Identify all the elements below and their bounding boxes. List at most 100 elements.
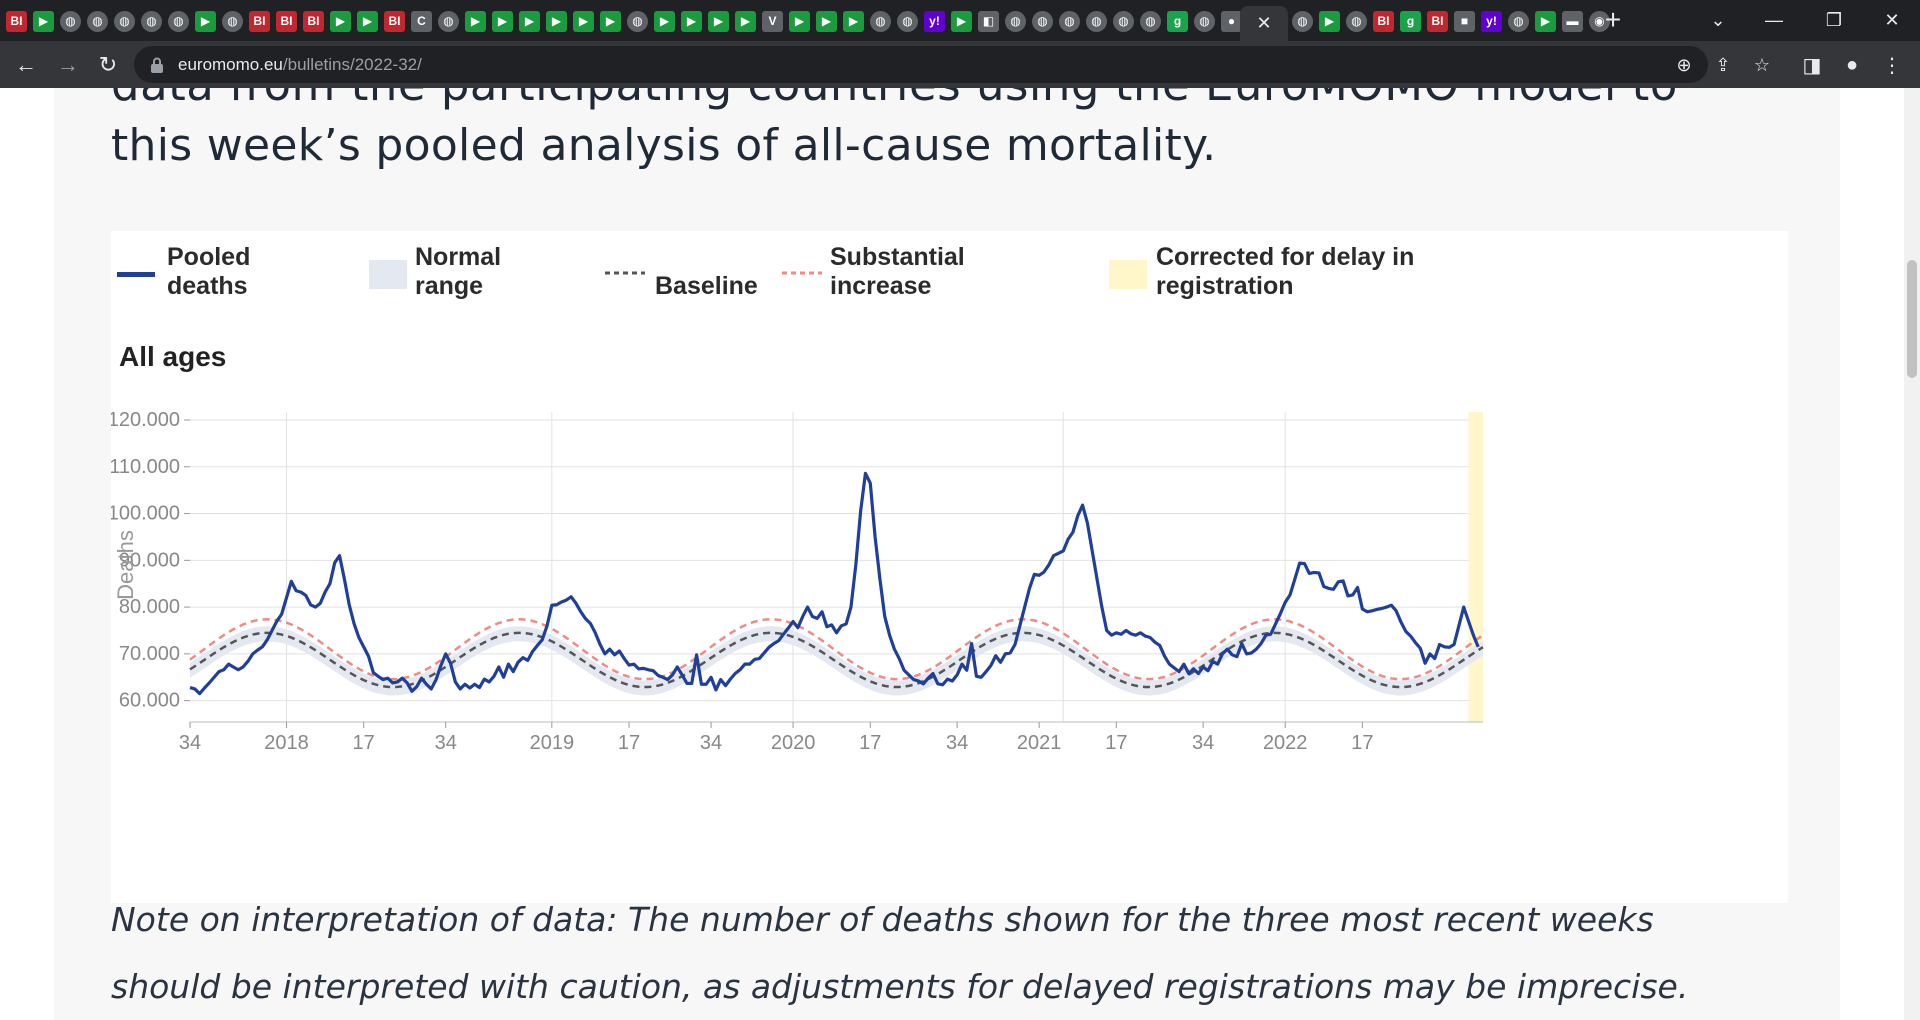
tab-favicon-7[interactable]: ▶: [195, 10, 216, 32]
tab-favicon-45[interactable]: ●: [1221, 10, 1242, 32]
tab-favicon-34[interactable]: y!: [924, 10, 945, 32]
tab-favicon-33[interactable]: ◍: [897, 10, 918, 32]
tab-favicon-24[interactable]: ▶: [654, 10, 675, 32]
legend-swatch-pooled: [117, 272, 155, 277]
legend-pooled-line1: Pooled: [167, 243, 251, 271]
y-tick-label: 110.000: [111, 456, 180, 478]
tab-strip: BI ▶ ◍ ◍ ◍ ◍ ◍ ▶ ◍ BI BI BI ▶ ▶ BI C ◍ ▶ ▶ ▶ ▶ ▶ ▶ ◍ ▶ ▶ ▶ ▶ V ▶ ▶ ▶ ◍ ◍ y…: [0, 0, 1920, 41]
new-tab-button[interactable]: +: [1604, 4, 1622, 35]
substantial-increase-line: [189, 618, 1484, 681]
tab-favicon-5[interactable]: ◍: [141, 10, 162, 32]
tab-favicon-27[interactable]: ▶: [735, 10, 756, 32]
forward-icon[interactable]: →: [57, 52, 79, 77]
tab-right-favicon-5[interactable]: BI: [1427, 10, 1448, 32]
url-host: euromomo.eu: [178, 55, 283, 74]
tab-right-favicon-7[interactable]: y!: [1481, 10, 1502, 32]
share-icon[interactable]: ⇪: [1715, 54, 1731, 75]
tab-favicon-3[interactable]: ◍: [87, 10, 108, 32]
tab-right-favicon-1[interactable]: ▶: [1319, 10, 1340, 32]
y-tick-label: 70.000: [119, 643, 180, 665]
tab-favicon-25[interactable]: ▶: [681, 10, 702, 32]
tab-favicon-17[interactable]: ▶: [465, 10, 486, 32]
tab-favicon-43[interactable]: g: [1167, 10, 1188, 32]
legend-substantial-increase[interactable]: Substantial increase: [830, 243, 965, 301]
minimize-icon[interactable]: —: [1765, 9, 1783, 30]
tab-favicon-15[interactable]: C: [411, 10, 432, 32]
tab-right-favicon-10[interactable]: ▬: [1562, 10, 1583, 32]
close-tab-icon[interactable]: ✕: [1256, 13, 1272, 33]
zoom-icon[interactable]: ⊕: [1676, 54, 1692, 75]
tab-favicon-30[interactable]: ▶: [816, 10, 837, 32]
tab-right-favicon-4[interactable]: g: [1400, 10, 1421, 32]
reload-icon[interactable]: ↻: [98, 52, 118, 77]
tab-favicon-44[interactable]: ◍: [1194, 10, 1215, 32]
tab-right-favicon-0[interactable]: ◍: [1292, 10, 1313, 32]
tab-favicon-2[interactable]: ◍: [60, 10, 81, 32]
tab-favicon-1[interactable]: ▶: [33, 10, 54, 32]
pooled-deaths-line: [189, 471, 1480, 696]
intro-paragraph: this week’s pooled analysis of all-cause…: [111, 120, 1217, 171]
tab-favicon-20[interactable]: ▶: [546, 10, 567, 32]
legend-subst-line1: Substantial: [830, 243, 965, 271]
tab-favicon-36[interactable]: ◧: [978, 10, 999, 32]
tab-favicon-16[interactable]: ◍: [438, 10, 459, 32]
tab-favicon-39[interactable]: ◍: [1059, 10, 1080, 32]
y-tick-label: 100.000: [111, 503, 180, 525]
tab-right-favicon-2[interactable]: ◍: [1346, 10, 1367, 32]
tab-favicon-22[interactable]: ▶: [600, 10, 621, 32]
scrollbar[interactable]: [1904, 88, 1920, 1020]
tab-right-favicon-11[interactable]: ◉: [1589, 10, 1610, 32]
tab-favicon-6[interactable]: ◍: [168, 10, 189, 32]
profile-icon[interactable]: ●: [1845, 53, 1859, 76]
tab-right-favicon-9[interactable]: ▶: [1535, 10, 1556, 32]
address-bar[interactable]: euromomo.eu/bulletins/2022-32/ ⊕ ⇪ ☆: [134, 46, 1770, 83]
tab-right-favicon-6[interactable]: ■: [1454, 10, 1475, 32]
tab-favicon-10[interactable]: BI: [276, 10, 297, 32]
tab-favicon-29[interactable]: ▶: [789, 10, 810, 32]
tab-favicon-8[interactable]: ◍: [222, 10, 243, 32]
active-tab[interactable]: ✕: [1240, 6, 1288, 41]
legend-pooled-deaths[interactable]: Pooled deaths: [167, 243, 250, 301]
tab-favicon-14[interactable]: BI: [384, 10, 405, 32]
tab-favicon-18[interactable]: ▶: [492, 10, 513, 32]
side-panel-icon[interactable]: ◨: [1802, 54, 1822, 77]
back-icon[interactable]: ←: [15, 52, 37, 77]
tab-favicon-0[interactable]: BI: [6, 10, 27, 32]
scrollbar-thumb[interactable]: [1907, 260, 1917, 378]
tab-favicon-11[interactable]: BI: [303, 10, 324, 32]
tab-favicon-12[interactable]: ▶: [330, 10, 351, 32]
legend-normal-line2: range: [415, 272, 484, 300]
tab-favicon-38[interactable]: ◍: [1032, 10, 1053, 32]
restore-icon[interactable]: ❐: [1825, 9, 1843, 30]
tab-favicon-13[interactable]: ▶: [357, 10, 378, 32]
tab-favicon-23[interactable]: ◍: [627, 10, 648, 32]
url-text[interactable]: euromomo.eu/bulletins/2022-32/: [178, 55, 422, 75]
tab-favicon-26[interactable]: ▶: [708, 10, 729, 32]
x-tick-label: 2020: [771, 732, 816, 754]
x-tick-label: 2022: [1263, 732, 1308, 754]
tab-search-icon[interactable]: ⌄: [1710, 9, 1726, 30]
legend-normal-range[interactable]: Normal range: [415, 243, 501, 301]
tab-favicon-37[interactable]: ◍: [1005, 10, 1026, 32]
tab-favicon-40[interactable]: ◍: [1086, 10, 1107, 32]
tab-favicon-21[interactable]: ▶: [573, 10, 594, 32]
tab-favicon-28[interactable]: V: [762, 10, 783, 32]
tab-favicon-41[interactable]: ◍: [1113, 10, 1134, 32]
mortality-chart[interactable]: 60.000 70.000 80.000 90.000 100.000 110.000 12…: [111, 231, 1788, 903]
legend-baseline[interactable]: Baseline: [655, 272, 758, 300]
tab-favicon-4[interactable]: ◍: [114, 10, 135, 32]
close-window-icon[interactable]: ✕: [1884, 9, 1900, 30]
bookmark-star-icon[interactable]: ☆: [1753, 54, 1771, 75]
tab-favicon-32[interactable]: ◍: [870, 10, 891, 32]
tab-right-favicon-3[interactable]: BI: [1373, 10, 1394, 32]
tab-favicon-9[interactable]: BI: [249, 10, 270, 32]
tab-favicon-19[interactable]: ▶: [519, 10, 540, 32]
tab-favicon-31[interactable]: ▶: [843, 10, 864, 32]
tab-favicon-42[interactable]: ◍: [1140, 10, 1161, 32]
correction-zone: [1468, 412, 1483, 722]
menu-icon[interactable]: ⋮: [1882, 54, 1902, 77]
tab-favicon-35[interactable]: ▶: [951, 10, 972, 32]
legend-corrected-for-delay[interactable]: Corrected for delay in registration: [1156, 243, 1414, 301]
tab-right-favicon-8[interactable]: ◍: [1508, 10, 1529, 32]
lock-icon: [151, 57, 163, 73]
